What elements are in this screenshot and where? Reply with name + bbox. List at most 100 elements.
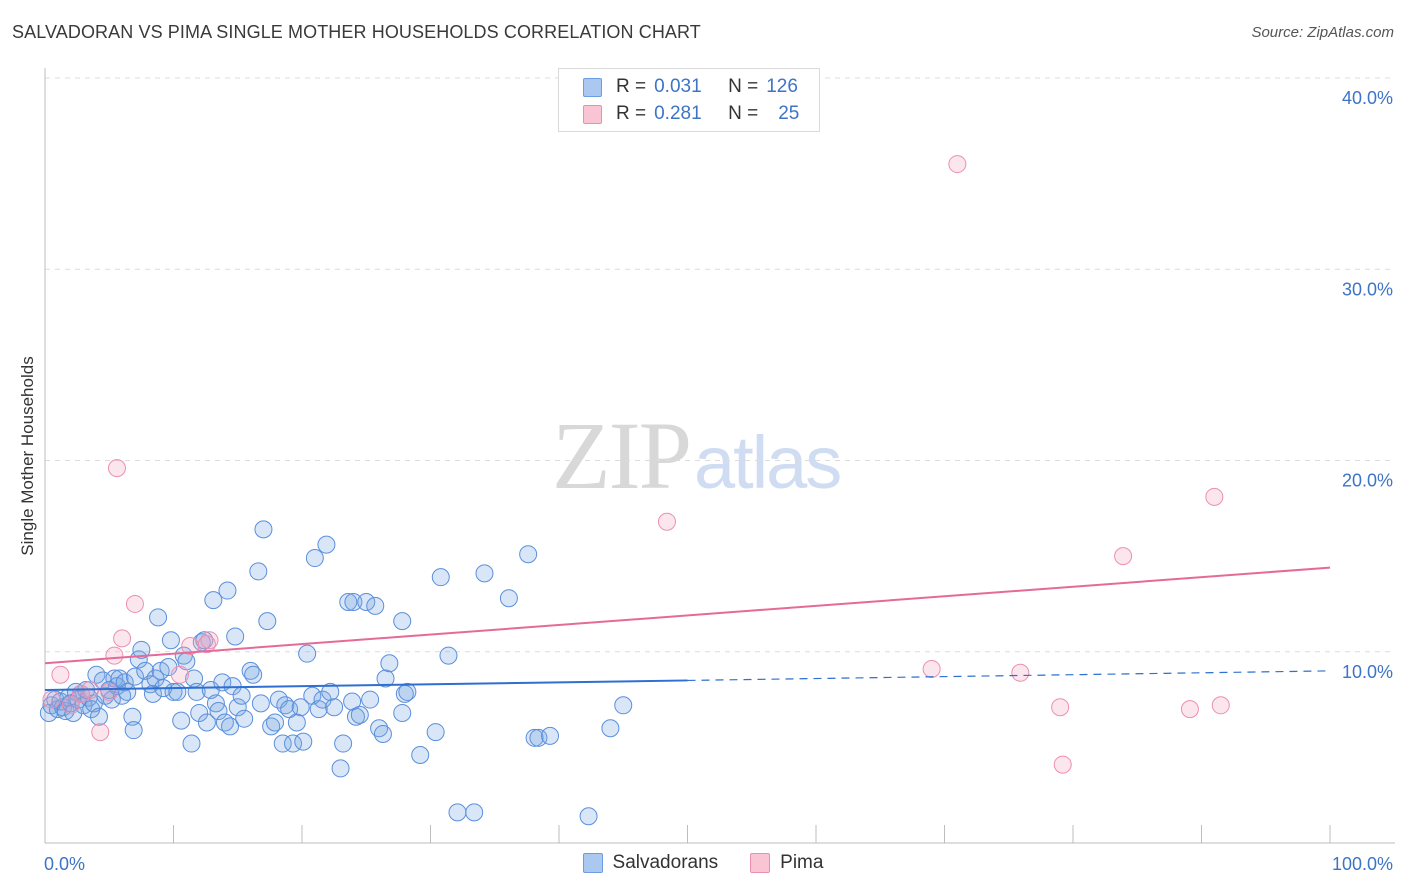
data-points xyxy=(39,155,1230,826)
salvadoran-point xyxy=(287,713,306,732)
salvadoran-point xyxy=(280,700,299,719)
salvadoran-point xyxy=(321,682,340,701)
salvadoran-point xyxy=(209,702,228,721)
salvadoran-point xyxy=(398,682,417,701)
source-label: Source: ZipAtlas.com xyxy=(1251,24,1394,41)
series-swatch-salvadorans xyxy=(582,853,603,873)
legend-r-label: R = xyxy=(616,103,647,124)
salvadoran-point xyxy=(235,709,254,728)
salvadoran-point xyxy=(529,728,548,747)
salvadoran-point xyxy=(317,535,336,554)
salvadoran-point xyxy=(475,564,494,583)
legend-swatch-salvadorans xyxy=(583,77,602,97)
salvadoran-point xyxy=(298,644,317,663)
legend-n-value: 126 xyxy=(766,76,798,97)
salvadoran-point xyxy=(221,717,240,736)
salvadoran-point xyxy=(204,591,223,610)
salvadoran-point xyxy=(190,703,209,722)
pima-point xyxy=(113,629,132,648)
y-tick-label: 10.0% xyxy=(1342,662,1393,682)
watermark-atlas: atlas xyxy=(694,421,842,504)
watermark-zip: ZIP xyxy=(552,402,692,509)
pima-point xyxy=(51,665,70,684)
salvadoran-point xyxy=(411,746,430,765)
grid-lines xyxy=(45,77,1395,653)
axes xyxy=(44,68,1395,844)
salvadoran-point xyxy=(254,520,273,539)
pima-point xyxy=(1011,663,1030,682)
salvadoran-point xyxy=(294,732,313,751)
salvadoran-point xyxy=(258,612,277,631)
salvadoran-point xyxy=(273,734,292,753)
salvadoran-point xyxy=(465,803,484,822)
series-legend: Salvadorans Pima xyxy=(0,852,1406,874)
series-legend-pima[interactable]: Pima xyxy=(750,852,823,874)
pima-point xyxy=(170,665,189,684)
salvadoran-point xyxy=(143,684,162,703)
salvadoran-point xyxy=(244,665,263,684)
salvadoran-point xyxy=(541,726,560,745)
legend-swatch-pima xyxy=(583,104,602,124)
chart-title: SALVADORAN VS PIMA SINGLE MOTHER HOUSEHO… xyxy=(12,22,701,42)
pima-point xyxy=(948,155,967,174)
salvadoran-point xyxy=(291,698,310,717)
legend-r-value: 0.281 xyxy=(654,103,702,124)
pima-point xyxy=(61,696,80,715)
pima-trend-line xyxy=(44,566,1331,665)
pima-point xyxy=(1053,755,1072,774)
pima-point xyxy=(125,594,144,613)
salvadoran-point xyxy=(499,589,518,608)
salvadoran-point xyxy=(149,608,168,627)
salvadoran-point xyxy=(366,596,385,615)
trend-lines xyxy=(44,566,1331,691)
salvadoran-point xyxy=(305,549,324,568)
watermark: ZIPatlas xyxy=(552,400,842,511)
salvadoran-point xyxy=(601,719,620,738)
pima-point xyxy=(1114,547,1133,566)
salvadoran-point xyxy=(339,593,358,612)
x-tick-label: 100.0% xyxy=(1332,854,1393,874)
salvadoran-point xyxy=(376,669,395,688)
salvadoran-point xyxy=(249,562,268,581)
salvadoran-point xyxy=(361,690,380,709)
salvadoran-trend-extension xyxy=(687,670,1331,682)
series-label-pima: Pima xyxy=(780,852,824,873)
salvadoran-point xyxy=(331,759,350,778)
salvadoran-point xyxy=(232,686,251,705)
series-legend-salvadorans[interactable]: Salvadorans xyxy=(582,852,719,874)
x-tick-label: 0.0% xyxy=(44,854,85,874)
salvadoran-point xyxy=(380,654,399,673)
pima-point xyxy=(42,690,61,709)
salvadoran-point xyxy=(161,631,180,650)
series-label-salvadorans: Salvadorans xyxy=(612,852,719,873)
salvadoran-point xyxy=(448,803,467,822)
salvadoran-point xyxy=(89,707,108,726)
salvadoran-point xyxy=(251,694,270,713)
legend-r-value: 0.031 xyxy=(654,76,702,97)
salvadoran-point xyxy=(431,568,450,587)
salvadoran-point xyxy=(118,682,137,701)
salvadoran-point xyxy=(343,692,362,711)
salvadoran-point xyxy=(325,698,344,717)
salvadoran-point xyxy=(393,703,412,722)
correlation-legend: R = 0.031 N = 126 R = 0.281 N = 25 xyxy=(558,68,820,132)
salvadoran-point xyxy=(309,700,328,719)
pima-point xyxy=(91,723,110,742)
salvadoran-point xyxy=(393,612,412,631)
salvadoran-point xyxy=(525,728,544,747)
legend-n-value: 25 xyxy=(778,103,800,124)
legend-n-label: N = xyxy=(728,103,759,124)
salvadoran-point xyxy=(439,646,458,665)
salvadoran-point xyxy=(124,721,143,740)
y-tick-label: 40.0% xyxy=(1342,88,1393,108)
salvadoran-point xyxy=(226,627,245,646)
pima-point xyxy=(922,659,941,678)
salvadoran-point xyxy=(123,707,142,726)
salvadoran-point xyxy=(579,807,598,826)
pima-point xyxy=(1211,696,1230,715)
legend-row-pima: R = 0.281 N = 25 xyxy=(583,102,799,126)
pima-point xyxy=(107,459,126,478)
pima-point xyxy=(200,631,219,650)
pima-point xyxy=(100,682,119,701)
